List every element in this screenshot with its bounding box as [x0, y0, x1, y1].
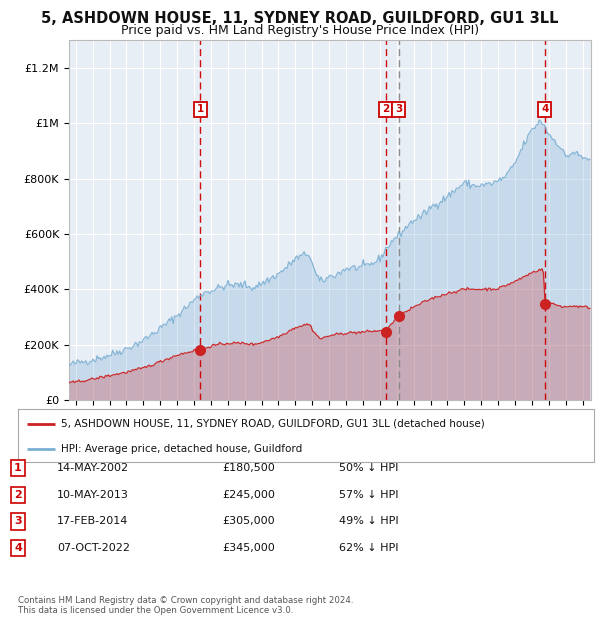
Text: £305,000: £305,000 [222, 516, 275, 526]
Text: 2: 2 [14, 490, 22, 500]
Text: 14-MAY-2002: 14-MAY-2002 [57, 463, 129, 473]
Text: £180,500: £180,500 [222, 463, 275, 473]
Text: 3: 3 [14, 516, 22, 526]
Text: 2: 2 [382, 104, 389, 115]
Text: 07-OCT-2022: 07-OCT-2022 [57, 543, 130, 553]
Text: 5, ASHDOWN HOUSE, 11, SYDNEY ROAD, GUILDFORD, GU1 3LL: 5, ASHDOWN HOUSE, 11, SYDNEY ROAD, GUILD… [41, 11, 559, 26]
Text: 62% ↓ HPI: 62% ↓ HPI [339, 543, 398, 553]
Text: 17-FEB-2014: 17-FEB-2014 [57, 516, 128, 526]
Text: HPI: Average price, detached house, Guildford: HPI: Average price, detached house, Guil… [61, 444, 302, 454]
Text: 57% ↓ HPI: 57% ↓ HPI [339, 490, 398, 500]
Text: 1: 1 [197, 104, 204, 115]
Text: 49% ↓ HPI: 49% ↓ HPI [339, 516, 398, 526]
Text: 4: 4 [541, 104, 548, 115]
Text: 10-MAY-2013: 10-MAY-2013 [57, 490, 129, 500]
Text: 5, ASHDOWN HOUSE, 11, SYDNEY ROAD, GUILDFORD, GU1 3LL (detached house): 5, ASHDOWN HOUSE, 11, SYDNEY ROAD, GUILD… [61, 419, 485, 429]
Text: 1: 1 [14, 463, 22, 473]
Text: 50% ↓ HPI: 50% ↓ HPI [339, 463, 398, 473]
Text: £245,000: £245,000 [222, 490, 275, 500]
Text: Contains HM Land Registry data © Crown copyright and database right 2024.
This d: Contains HM Land Registry data © Crown c… [18, 596, 353, 615]
Text: 3: 3 [395, 104, 403, 115]
Text: Price paid vs. HM Land Registry's House Price Index (HPI): Price paid vs. HM Land Registry's House … [121, 24, 479, 37]
Text: 4: 4 [14, 543, 22, 553]
Text: £345,000: £345,000 [222, 543, 275, 553]
